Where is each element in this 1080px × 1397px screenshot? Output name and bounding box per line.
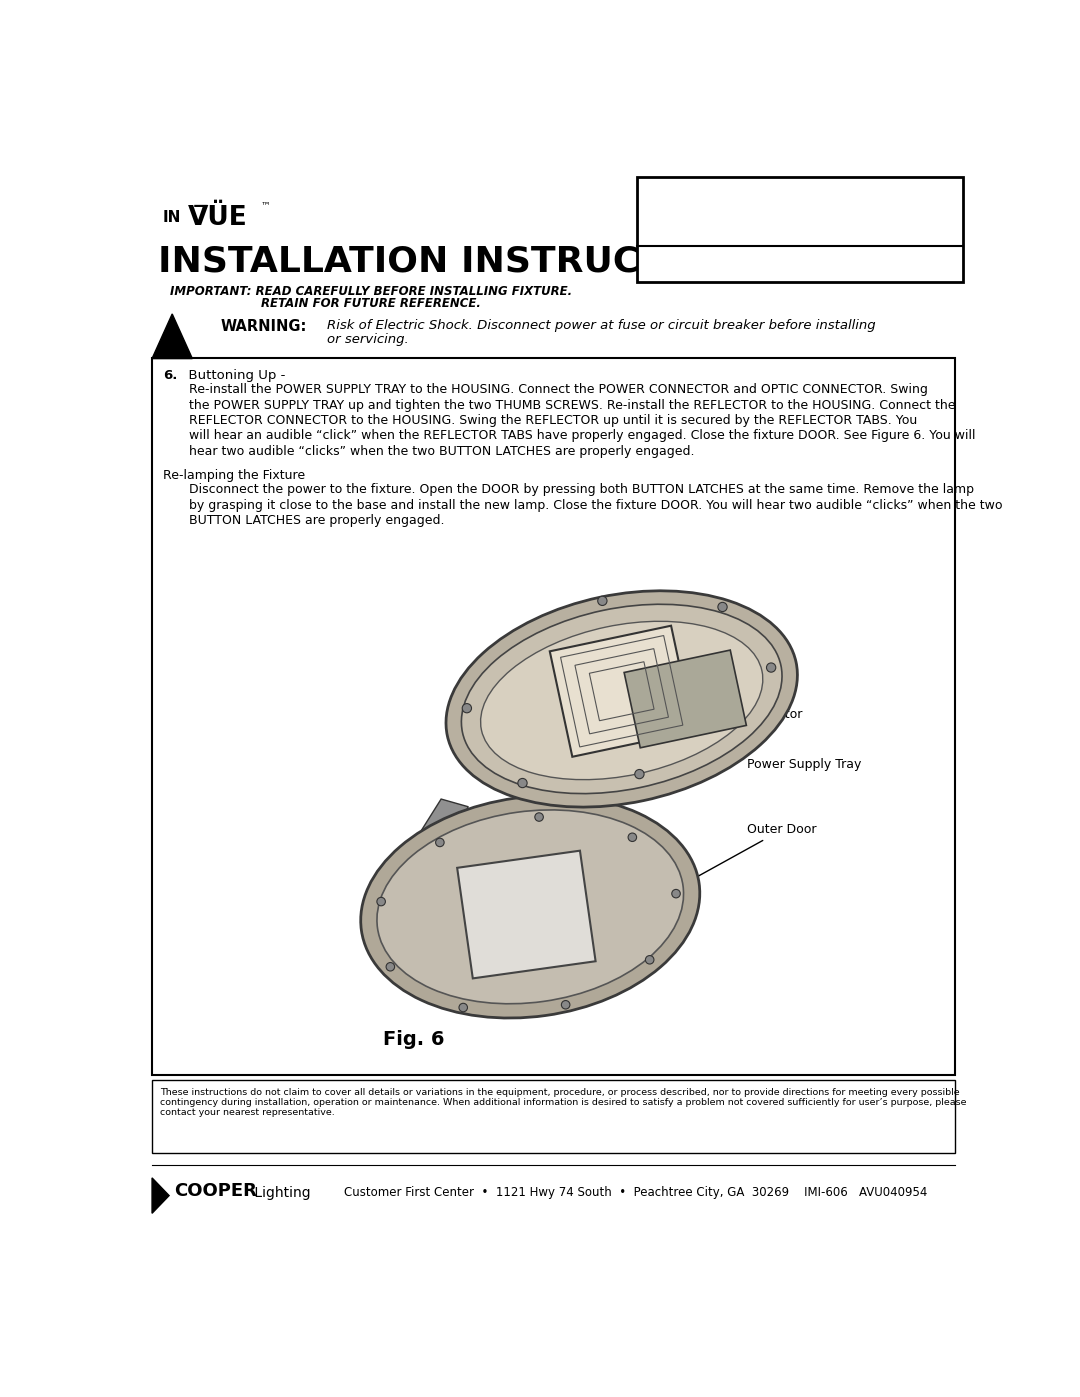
Text: !: ! <box>167 324 177 344</box>
Text: Lighting: Lighting <box>249 1186 310 1200</box>
Text: Fig. 6: Fig. 6 <box>383 1030 445 1049</box>
Text: the POWER SUPPLY TRAY up and tighten the two THUMB SCREWS. Re-install the REFLEC: the POWER SUPPLY TRAY up and tighten the… <box>189 398 956 412</box>
Text: These instructions do not claim to cover all details or variations in the equipm: These instructions do not claim to cover… <box>160 1088 959 1097</box>
Text: WARNING:: WARNING: <box>220 320 307 334</box>
Bar <box>152 1080 955 1154</box>
Text: IN: IN <box>162 210 180 225</box>
Ellipse shape <box>446 591 797 807</box>
Text: by grasping it close to the base and install the new lamp. Close the fixture DOO: by grasping it close to the base and ins… <box>189 499 1002 511</box>
Circle shape <box>629 833 636 841</box>
Text: Risk of Electric Shock. Disconnect power at fuse or circuit breaker before insta: Risk of Electric Shock. Disconnect power… <box>327 320 876 332</box>
Polygon shape <box>624 650 746 747</box>
Ellipse shape <box>361 796 700 1018</box>
Bar <box>637 177 962 282</box>
Text: Buttoning Up -: Buttoning Up - <box>180 369 285 383</box>
Text: IMPORTANT: READ CAREFULLY BEFORE INSTALLING FIXTURE.: IMPORTANT: READ CAREFULLY BEFORE INSTALL… <box>171 285 572 298</box>
Text: Reflector: Reflector <box>680 685 804 721</box>
Text: 5/26/04: 5/26/04 <box>652 250 706 264</box>
Bar <box>152 358 955 1074</box>
Text: Re-lamping the Fixture: Re-lamping the Fixture <box>163 469 305 482</box>
Circle shape <box>672 890 680 898</box>
Text: Re-install the POWER SUPPLY TRAY to the HOUSING. Connect the POWER CONNECTOR and: Re-install the POWER SUPPLY TRAY to the … <box>189 383 928 397</box>
Text: V̅ÜE: V̅ÜE <box>188 204 247 231</box>
Text: contingency during installation, operation or maintenance. When additional infor: contingency during installation, operati… <box>160 1098 967 1106</box>
Circle shape <box>562 1000 570 1009</box>
Text: ™: ™ <box>260 200 270 210</box>
Text: REFLECTOR CONNECTOR to the HOUSING. Swing the REFLECTOR up until it is secured b: REFLECTOR CONNECTOR to the HOUSING. Swin… <box>189 414 918 427</box>
Polygon shape <box>422 799 469 845</box>
Text: Customer First Center  •  1121 Hwy 74 South  •  Peachtree City, GA  30269    IMI: Customer First Center • 1121 Hwy 74 Sout… <box>345 1186 928 1200</box>
Text: Power Supply Tray: Power Supply Tray <box>688 749 862 771</box>
Text: IMI-606: IMI-606 <box>738 250 789 264</box>
Text: INSTALLATION INSTRUCTIONS: INSTALLATION INSTRUCTIONS <box>159 244 765 278</box>
Ellipse shape <box>461 605 782 793</box>
Text: contact your nearest representative.: contact your nearest representative. <box>160 1108 335 1116</box>
Polygon shape <box>457 851 595 978</box>
Circle shape <box>462 704 472 712</box>
Ellipse shape <box>377 810 684 1004</box>
Circle shape <box>535 813 543 821</box>
Text: 6.: 6. <box>163 369 177 383</box>
Circle shape <box>386 963 394 971</box>
Polygon shape <box>152 314 192 359</box>
Ellipse shape <box>481 622 762 780</box>
Text: hear two audible “clicks” when the two BUTTON LATCHES are properly engaged.: hear two audible “clicks” when the two B… <box>189 444 694 458</box>
Text: or servicing.: or servicing. <box>327 334 409 346</box>
Circle shape <box>517 778 527 788</box>
Text: Sheet 5 of 5: Sheet 5 of 5 <box>739 217 862 235</box>
Circle shape <box>718 602 727 612</box>
Text: Mast Arm Adapter: Mast Arm Adapter <box>707 184 892 203</box>
Text: Disconnect the power to the fixture. Open the DOOR by pressing both BUTTON LATCH: Disconnect the power to the fixture. Ope… <box>189 483 974 496</box>
Circle shape <box>635 770 644 778</box>
Text: BUTTON LATCHES are properly engaged.: BUTTON LATCHES are properly engaged. <box>189 514 445 527</box>
Text: Outer Door: Outer Door <box>680 823 816 886</box>
Circle shape <box>459 1003 468 1011</box>
Polygon shape <box>152 1178 170 1214</box>
Circle shape <box>597 597 607 605</box>
Circle shape <box>646 956 654 964</box>
Text: COOPER: COOPER <box>174 1182 257 1200</box>
Circle shape <box>435 838 444 847</box>
Polygon shape <box>550 626 693 757</box>
Circle shape <box>377 897 386 905</box>
Text: will hear an audible “click” when the REFLECTOR TABS have properly engaged. Clos: will hear an audible “click” when the RE… <box>189 429 975 443</box>
Circle shape <box>767 664 775 672</box>
Text: RETAIN FOR FUTURE REFERENCE.: RETAIN FOR FUTURE REFERENCE. <box>261 298 482 310</box>
